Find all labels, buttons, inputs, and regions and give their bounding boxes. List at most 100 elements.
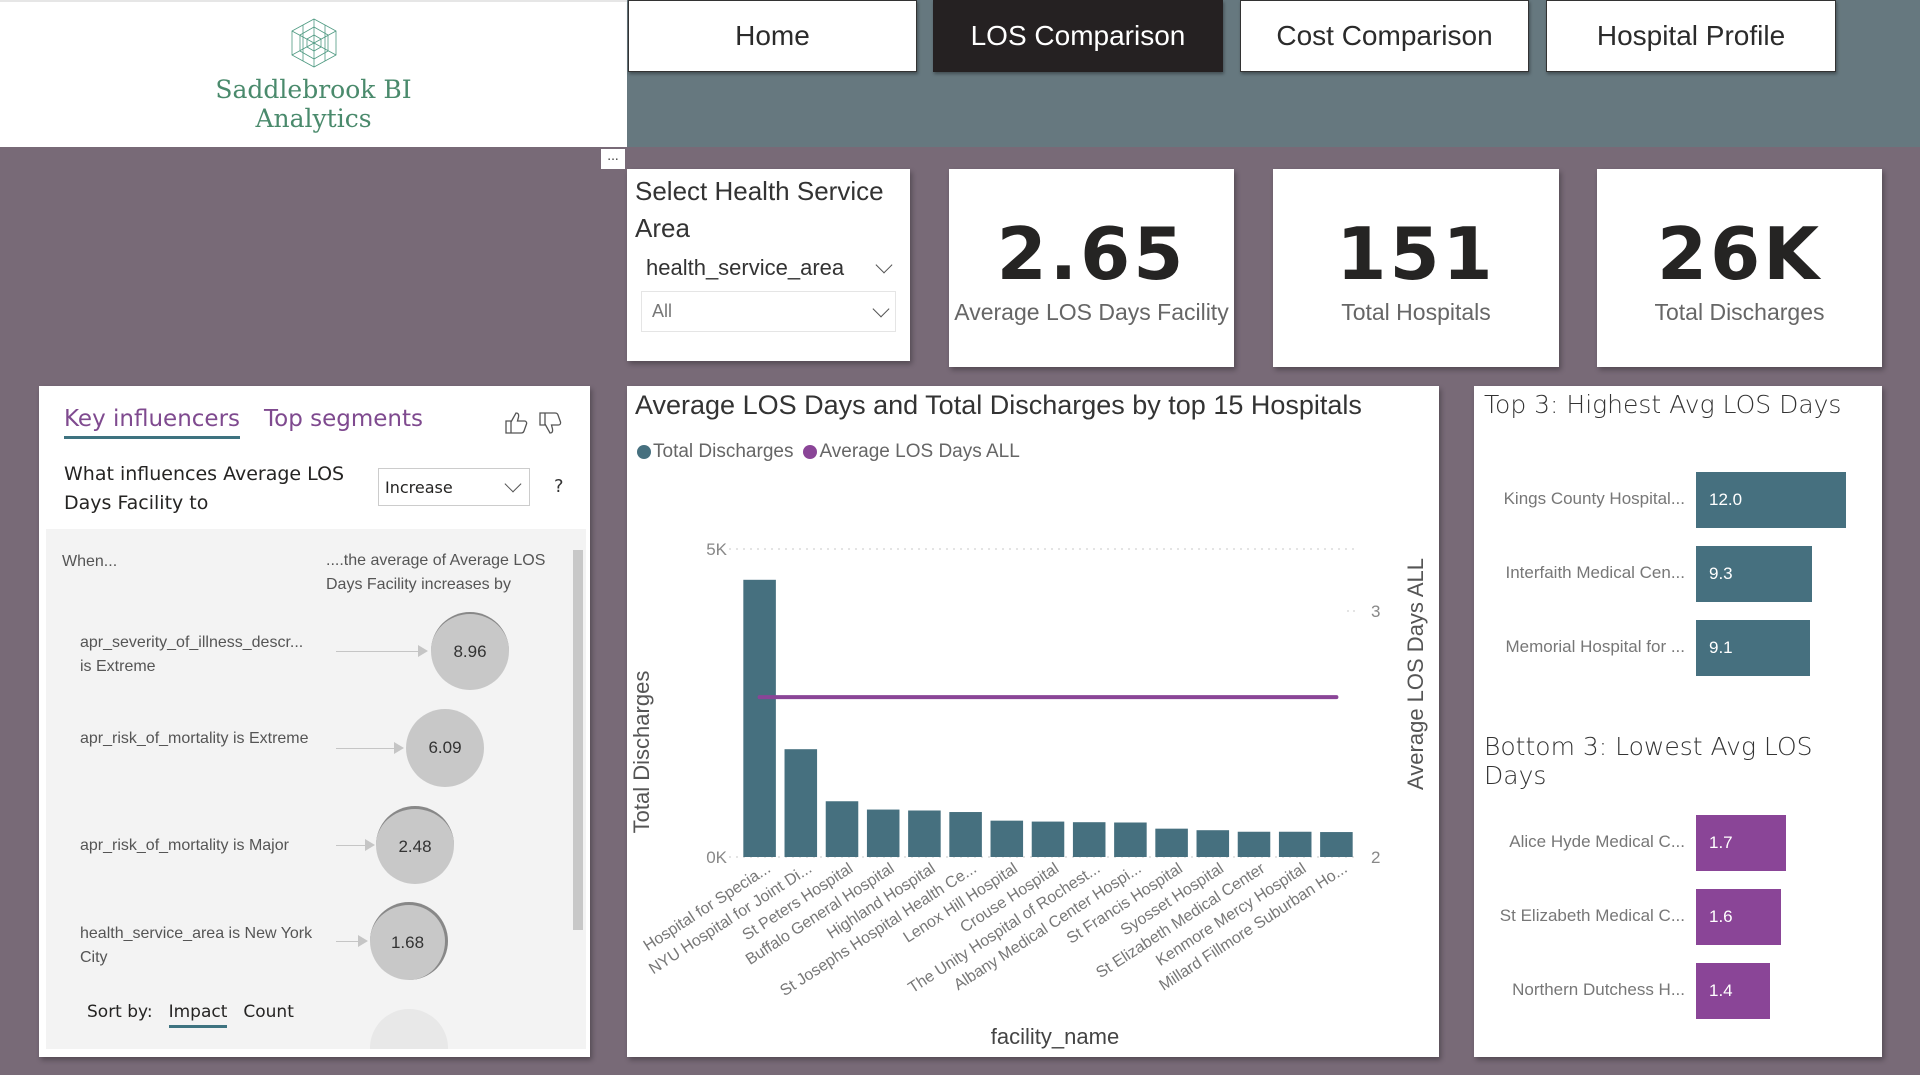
y-axis-title: Total Discharges: [629, 671, 654, 834]
bar-total-discharges[interactable]: [949, 812, 982, 857]
slicer-field-header[interactable]: health_service_area: [627, 251, 910, 281]
tb-bar[interactable]: 1.7: [1696, 815, 1786, 871]
nav-cost-comparison-button[interactable]: Cost Comparison: [1240, 0, 1529, 72]
kpi-card-avg-los: 2.65 Average LOS Days Facility: [949, 169, 1234, 367]
kpi-value: 2.65: [996, 211, 1187, 296]
y2-axis-title: Average LOS Days ALL: [1403, 558, 1428, 790]
y-tick-label: 0K: [706, 848, 727, 867]
help-icon[interactable]: ?: [554, 476, 564, 497]
slicer-field-name: health_service_area: [646, 255, 845, 280]
health-service-area-slicer: Select Health Service Area health_servic…: [627, 169, 910, 361]
ki-influencer-label[interactable]: health_service_area is New York City: [80, 925, 313, 966]
slicer-selected-value: All: [652, 301, 673, 321]
more-options-button[interactable]: ...: [601, 149, 625, 169]
nav-los-comparison-button[interactable]: LOS Comparison: [933, 0, 1223, 72]
kpi-card-total-discharges: 26K Total Discharges: [1597, 169, 1882, 367]
ki-tabs: Key influencers Top segments: [64, 406, 423, 439]
y2-tick-label: 2: [1371, 848, 1380, 867]
bar-total-discharges[interactable]: [908, 810, 941, 857]
bar-total-discharges[interactable]: [784, 749, 818, 857]
bar-total-discharges[interactable]: [1237, 831, 1271, 857]
tb-bar[interactable]: 9.1: [1696, 620, 1810, 676]
sort-count-option[interactable]: Count: [243, 1002, 294, 1022]
tb-bar[interactable]: 1.6: [1696, 889, 1781, 945]
kpi-label: Total Hospitals: [1341, 298, 1491, 325]
tb-category-label: St Elizabeth Medical C...: [1499, 906, 1685, 925]
tb-category-label: Interfaith Medical Cen...: [1505, 563, 1685, 582]
bar-total-discharges[interactable]: [743, 579, 776, 857]
chart-legend: Total Discharges Average LOS Days ALL: [637, 441, 1020, 463]
kpi-label: Total Discharges: [1654, 298, 1825, 325]
tb-bar[interactable]: 1.4: [1696, 963, 1771, 1019]
chevron-down-icon: [504, 475, 522, 493]
brand-name: Saddlebrook BI: [215, 74, 412, 104]
top3-title: Top 3: Highest Avg LOS Days: [1484, 390, 1842, 419]
bar-total-discharges[interactable]: [1320, 832, 1353, 857]
x-axis-title: facility_name: [991, 1024, 1119, 1049]
tb-category-label: Kings County Hospital...: [1503, 489, 1685, 508]
tb-category-label: Northern Dutchess H...: [1512, 980, 1685, 999]
kpi-value: 26K: [1657, 211, 1822, 296]
tb-category-label: Alice Hyde Medical C...: [1509, 832, 1685, 851]
kpi-card-total-hospitals: 151 Total Hospitals: [1273, 169, 1559, 367]
legend-dot-icon: [637, 445, 651, 459]
brand-subtitle: Analytics: [255, 103, 372, 133]
ki-impact-bubble[interactable]: 2.48: [376, 806, 454, 884]
bar-total-discharges[interactable]: [1031, 821, 1065, 857]
ki-influencer-label[interactable]: apr_severity_of_illness_descr... is Extr…: [80, 634, 304, 675]
ki-impact-bubble[interactable]: 1.68: [370, 902, 448, 980]
arrow-right-icon: [336, 645, 428, 657]
los-discharges-combo-chart: Average LOS Days and Total Discharges by…: [627, 386, 1439, 1057]
nav-hospital-profile-button[interactable]: Hospital Profile: [1546, 0, 1836, 72]
bar-total-discharges[interactable]: [1278, 831, 1312, 857]
ki-direction-dropdown[interactable]: Increase: [378, 468, 530, 506]
chart-title: Average LOS Days and Total Discharges by…: [635, 390, 1362, 420]
nav-home-button[interactable]: Home: [628, 0, 917, 72]
arrow-right-icon: [336, 839, 375, 851]
tab-top-segments[interactable]: Top segments: [264, 406, 424, 432]
ki-impact-bubble[interactable]: 8.96: [431, 612, 509, 690]
bar-total-discharges[interactable]: [1072, 822, 1106, 857]
ki-question: What influences Average LOS Days Facilit…: [64, 463, 345, 514]
tb-bar[interactable]: 9.3: [1696, 546, 1813, 602]
bar-total-discharges[interactable]: [1155, 828, 1188, 857]
tb-bar[interactable]: 12.0: [1696, 472, 1846, 528]
ki-impact-bubble-partial: [370, 1009, 448, 1049]
key-influencers-visual: Key influencers Top segments What influe…: [39, 386, 590, 1057]
slicer-dropdown[interactable]: All: [641, 291, 896, 332]
ki-results-panel: When... ....the average of Average LOS D…: [46, 529, 586, 1049]
y-tick-label: 5K: [706, 540, 727, 559]
chevron-down-icon: [875, 256, 893, 274]
ki-influencer-label[interactable]: apr_risk_of_mortality is Extreme: [80, 730, 309, 747]
chevron-down-icon: [872, 300, 890, 317]
logo-panel: Saddlebrook BI Analytics: [0, 0, 627, 147]
legend-dot-icon: [803, 445, 818, 459]
arrow-right-icon: [336, 742, 404, 754]
bar-total-discharges[interactable]: [990, 820, 1024, 857]
sort-impact-option[interactable]: Impact: [168, 1002, 228, 1028]
tb-category-label: Memorial Hospital for ...: [1505, 637, 1686, 656]
y2-tick-label: 3: [1371, 602, 1380, 621]
kpi-value: 151: [1336, 211, 1496, 296]
tab-key-influencers[interactable]: Key influencers: [64, 406, 241, 439]
ki-direction-value: Increase: [385, 477, 453, 497]
bar-total-discharges[interactable]: [1196, 830, 1230, 857]
slicer-title: Select Health Service Area: [635, 176, 884, 243]
legend-item-total-discharges[interactable]: Total Discharges: [637, 441, 793, 463]
bar-total-discharges[interactable]: [1114, 822, 1147, 857]
legend-label: Average LOS Days ALL: [819, 441, 1020, 462]
bar-total-discharges[interactable]: [866, 809, 900, 857]
ki-influencer-label[interactable]: apr_risk_of_mortality is Major: [80, 837, 289, 854]
legend-label: Total Discharges: [653, 441, 794, 462]
bar-total-discharges[interactable]: [825, 801, 859, 857]
ki-column-effect: ....the average of Average LOS Days Faci…: [326, 552, 546, 593]
top-bottom-los-panel: Top 3: Highest Avg LOS Days Kings County…: [1474, 386, 1882, 1057]
arrow-right-icon: [336, 935, 368, 947]
legend-item-avg-los[interactable]: Average LOS Days ALL: [803, 441, 1020, 463]
thumbs-up-icon[interactable]: [503, 410, 529, 436]
ki-sort-controls: Sort by: Impact Count: [87, 1002, 294, 1028]
ki-scrollbar[interactable]: [573, 550, 583, 930]
ki-impact-bubble[interactable]: 6.09: [406, 709, 484, 787]
thumbs-down-icon[interactable]: [537, 410, 563, 436]
